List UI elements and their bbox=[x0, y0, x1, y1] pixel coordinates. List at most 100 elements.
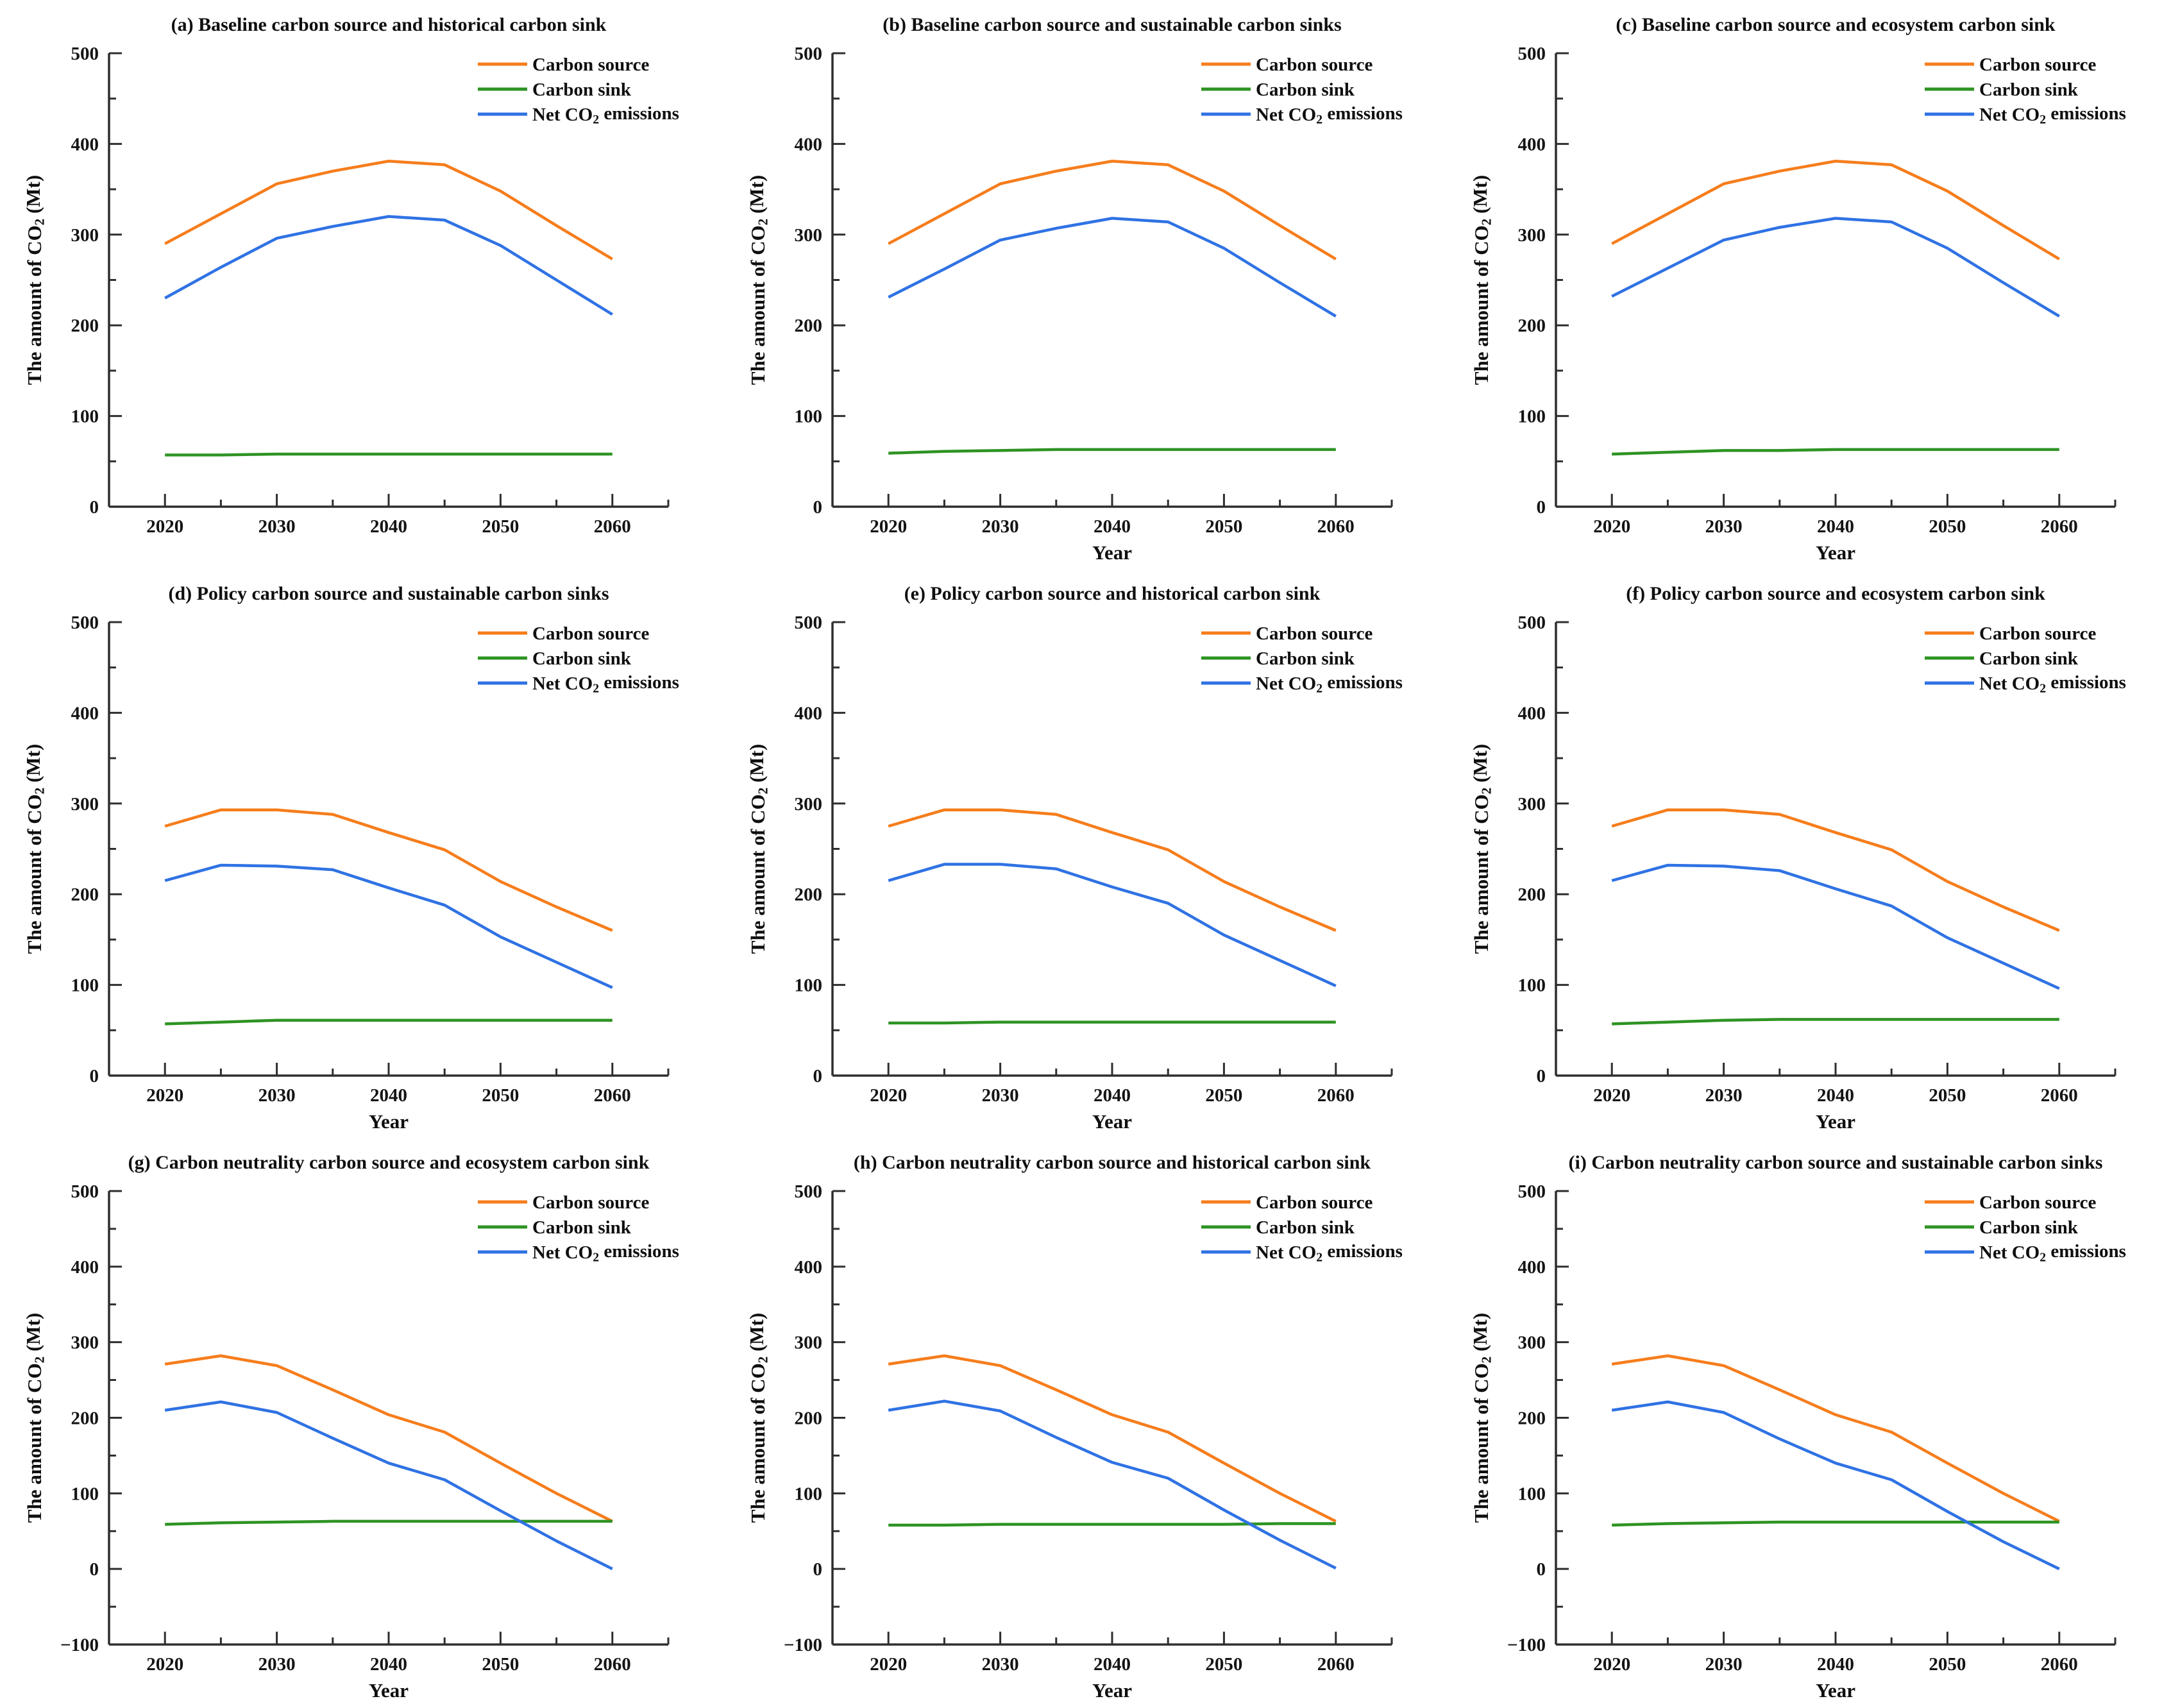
legend-label-net-co-emissions: Net CO2 emissions bbox=[532, 103, 679, 126]
y-tick-label: −100 bbox=[784, 1635, 822, 1655]
y-tick-label: 200 bbox=[1518, 884, 1546, 905]
chart-panel-c: 0 100 200 300 400 500 2020 2030 2040 2050 2060 (c) … bbox=[1447, 0, 2170, 569]
x-tick-label: 2040 bbox=[1817, 516, 1854, 537]
y-tick-label: 400 bbox=[71, 703, 99, 723]
y-tick-label: 500 bbox=[71, 1181, 99, 1202]
x-tick-label: 2050 bbox=[1205, 1085, 1242, 1106]
series-line-net-co-emissions bbox=[1611, 1400, 2060, 1571]
y-tick-label: 100 bbox=[795, 407, 823, 427]
x-axis-label: Year bbox=[369, 1110, 409, 1133]
y-tick-label: 300 bbox=[71, 225, 99, 246]
x-axis-label: Year bbox=[1816, 1679, 1855, 1702]
x-tick-label: 2020 bbox=[1593, 1654, 1630, 1675]
legend-label-carbon-sink: Carbon sink bbox=[532, 80, 632, 100]
series-line-carbon-sink bbox=[165, 452, 612, 457]
y-tick-label: 200 bbox=[1518, 1408, 1546, 1429]
chart-title: (a) Baseline carbon source and historica… bbox=[171, 14, 607, 35]
y-tick-label: 200 bbox=[795, 316, 823, 336]
legend-label-carbon-source: Carbon source bbox=[1979, 623, 2096, 644]
series-line-carbon-sink bbox=[888, 1020, 1336, 1025]
y-tick-label: 300 bbox=[1518, 225, 1546, 246]
x-tick-label: 2040 bbox=[1094, 1654, 1131, 1675]
legend-label-carbon-sink: Carbon sink bbox=[1256, 1217, 1355, 1238]
y-tick-label: 300 bbox=[1518, 794, 1546, 815]
legend-label-carbon-source: Carbon source bbox=[1256, 1192, 1373, 1213]
x-tick-label: 2040 bbox=[1094, 1085, 1131, 1106]
y-tick-label: −100 bbox=[60, 1635, 99, 1655]
y-tick-label: 400 bbox=[71, 1257, 99, 1278]
y-tick-label: 0 bbox=[813, 1066, 823, 1087]
y-tick-label: 400 bbox=[795, 703, 823, 723]
x-tick-label: 2030 bbox=[982, 1654, 1019, 1675]
y-axis-label: The amount of CO2 (Mt) bbox=[745, 1313, 771, 1523]
y-tick-label: 200 bbox=[71, 316, 99, 336]
x-tick-label: 2050 bbox=[482, 1654, 519, 1675]
x-tick-label: 2060 bbox=[2041, 1085, 2078, 1106]
x-tick-label: 2060 bbox=[594, 516, 631, 537]
y-axis-label: The amount of CO2 (Mt) bbox=[22, 1313, 47, 1523]
y-tick-label: 0 bbox=[1537, 497, 1546, 518]
legend-label-carbon-sink: Carbon sink bbox=[1979, 80, 2079, 100]
y-tick-label: 100 bbox=[71, 976, 99, 996]
chart-panel-g: −100 0 100 200 300 400 500 2020 2030 2040 2050 2060… bbox=[0, 1138, 723, 1707]
series-line-carbon-sink bbox=[888, 1522, 1336, 1527]
x-tick-label: 2020 bbox=[870, 1654, 907, 1675]
y-tick-label: 100 bbox=[71, 1484, 99, 1504]
x-tick-label: 2020 bbox=[146, 1085, 183, 1106]
x-tick-label: 2020 bbox=[146, 516, 183, 537]
x-tick-label: 2060 bbox=[2041, 516, 2078, 537]
x-tick-label: 2030 bbox=[258, 1654, 296, 1675]
x-tick-label: 2050 bbox=[1929, 1085, 1966, 1106]
series-line-carbon-source bbox=[1611, 1354, 2060, 1523]
y-tick-label: 200 bbox=[1518, 316, 1546, 336]
y-tick-label: 100 bbox=[1518, 407, 1546, 427]
y-tick-label: 500 bbox=[795, 44, 823, 64]
x-tick-label: 2040 bbox=[370, 1654, 407, 1675]
x-tick-label: 2060 bbox=[1317, 1654, 1355, 1675]
x-tick-label: 2020 bbox=[1593, 1085, 1630, 1106]
series-line-net-co-emissions bbox=[1611, 863, 2060, 990]
y-tick-label: 0 bbox=[1537, 1066, 1546, 1087]
series-line-net-co-emissions bbox=[164, 215, 613, 316]
y-tick-label: 500 bbox=[71, 44, 99, 64]
legend-label-net-co-emissions: Net CO2 emissions bbox=[1979, 672, 2126, 695]
x-axis-label: Year bbox=[1092, 541, 1132, 564]
legend-label-carbon-sink: Carbon sink bbox=[1256, 648, 1355, 669]
y-axis-label: The amount of CO2 (Mt) bbox=[22, 175, 47, 385]
series-line-carbon-sink bbox=[165, 1519, 612, 1526]
y-tick-label: 0 bbox=[90, 1066, 99, 1087]
y-tick-label: 100 bbox=[795, 1484, 823, 1504]
legend-label-carbon-source: Carbon source bbox=[1256, 55, 1373, 75]
series-line-carbon-sink bbox=[165, 1019, 612, 1026]
chart-panel-e: 0 100 200 300 400 500 2020 2030 2040 2050 2060 (e) … bbox=[723, 569, 1447, 1138]
y-tick-label: 400 bbox=[71, 134, 99, 155]
series-line-net-co-emissions bbox=[1611, 217, 2060, 317]
y-tick-label: 200 bbox=[795, 884, 823, 905]
y-tick-label: 100 bbox=[71, 407, 99, 427]
y-tick-label: 0 bbox=[813, 1559, 823, 1580]
x-tick-label: 2030 bbox=[258, 1085, 296, 1106]
x-tick-label: 2040 bbox=[1094, 516, 1131, 537]
legend-label-carbon-source: Carbon source bbox=[532, 623, 649, 644]
series-line-carbon-sink bbox=[888, 448, 1336, 455]
chart-title: (b) Baseline carbon source and sustainab… bbox=[883, 14, 1341, 35]
y-axis-label: The amount of CO2 (Mt) bbox=[22, 744, 47, 954]
y-axis-label: The amount of CO2 (Mt) bbox=[1469, 175, 1494, 385]
y-tick-label: 100 bbox=[795, 976, 823, 996]
x-tick-label: 2060 bbox=[594, 1085, 631, 1106]
y-tick-label: 300 bbox=[1518, 1333, 1546, 1353]
y-tick-label: 100 bbox=[1518, 976, 1546, 996]
x-axis-label: Year bbox=[1816, 541, 1855, 564]
legend-label-net-co-emissions: Net CO2 emissions bbox=[1256, 1241, 1403, 1264]
x-tick-label: 2050 bbox=[1205, 1654, 1242, 1675]
x-tick-label: 2050 bbox=[1929, 1654, 1966, 1675]
x-tick-label: 2020 bbox=[146, 1654, 183, 1675]
chart-panel-f: 0 100 200 300 400 500 2020 2030 2040 2050 2060 (f) … bbox=[1447, 569, 2170, 1138]
legend-label-carbon-source: Carbon source bbox=[1979, 55, 2096, 75]
series-line-net-co-emissions bbox=[164, 863, 613, 989]
x-tick-label: 2020 bbox=[1593, 516, 1630, 537]
chart-panel-h: −100 0 100 200 300 400 500 2020 2030 2040 2050 2060… bbox=[723, 1138, 1447, 1707]
legend-label-carbon-source: Carbon source bbox=[532, 55, 649, 75]
x-tick-label: 2030 bbox=[982, 1085, 1019, 1106]
